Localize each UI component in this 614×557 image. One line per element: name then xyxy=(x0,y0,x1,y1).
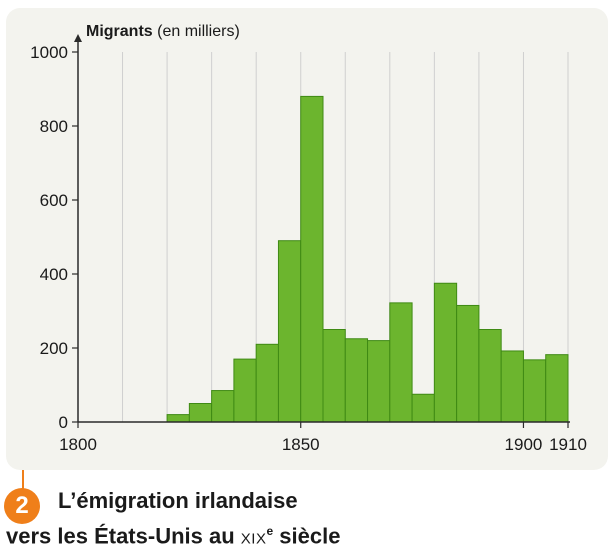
y-tick-label: 1000 xyxy=(30,43,68,62)
caption-line-2-suffix: siècle xyxy=(273,523,341,549)
x-tick-label: 1850 xyxy=(282,435,320,454)
y-axis-arrow xyxy=(74,34,82,42)
caption-line-2-prefix: vers les États-Unis au xyxy=(6,523,241,549)
bar xyxy=(522,359,547,423)
x-tick-label: 1800 xyxy=(59,435,97,454)
y-axis-title-unit: (en milliers) xyxy=(153,23,240,40)
bar xyxy=(188,403,213,423)
bar xyxy=(277,240,302,423)
bar xyxy=(233,358,257,423)
bar xyxy=(322,329,346,423)
bar xyxy=(344,338,369,423)
x-tick-label: 1900 xyxy=(505,435,543,454)
caption-line-1: L’émigration irlandaise xyxy=(58,488,298,513)
y-tick-label: 600 xyxy=(40,191,68,210)
figure-number-badge: 2 xyxy=(4,488,40,524)
y-tick-label: 200 xyxy=(40,339,68,358)
caption-century-sup: e xyxy=(266,524,274,538)
bar xyxy=(500,350,524,423)
bar xyxy=(367,340,391,423)
y-axis-title: Migrants (en milliers) xyxy=(86,23,240,40)
bar xyxy=(545,354,569,423)
bar xyxy=(456,304,480,423)
bar xyxy=(211,390,235,423)
chart-panel: 0 200 400 600 800 1000 1800 1850 1900 1910 Migrant… xyxy=(6,8,608,470)
caption-connector xyxy=(22,470,24,492)
bar xyxy=(255,343,279,423)
bar xyxy=(433,282,458,423)
bar xyxy=(166,414,190,423)
bar xyxy=(411,393,435,423)
bar xyxy=(300,95,324,423)
caption-century: XIX xyxy=(240,530,267,548)
bar xyxy=(389,302,413,423)
y-axis-title-bold: Migrants xyxy=(86,23,153,40)
y-tick-label: 400 xyxy=(40,265,68,284)
figure-caption: L’émigration irlandaise vers les États-U… xyxy=(6,486,606,554)
y-tick-label: 800 xyxy=(40,117,68,136)
caption-line-2: vers les États-Unis au XIXe siècle xyxy=(6,516,606,554)
bar xyxy=(478,329,502,423)
bar-chart: 0 200 400 600 800 1000 1800 1850 1900 1910 Migrant… xyxy=(30,23,587,454)
y-tick-label: 0 xyxy=(59,413,68,432)
x-tick-label: 1910 xyxy=(549,435,587,454)
